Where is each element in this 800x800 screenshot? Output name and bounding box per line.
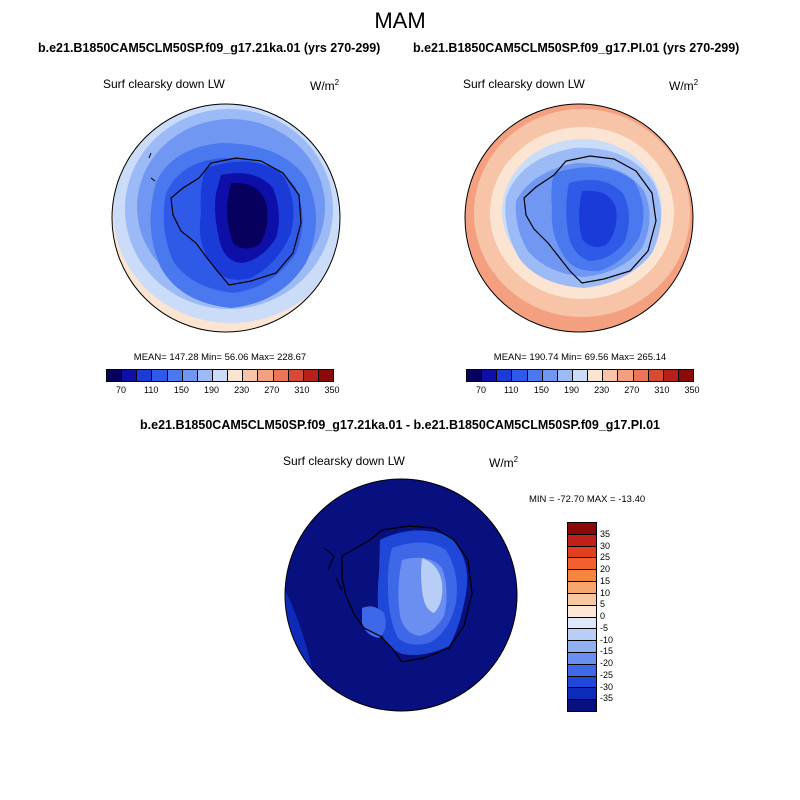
colorbar-tick-label: 230 bbox=[234, 385, 250, 395]
colorbar-swatch bbox=[258, 370, 274, 381]
diff-stats: MIN = -72.70 MAX = -13.40 bbox=[529, 494, 646, 505]
colorbar-swatch bbox=[618, 370, 634, 381]
right-panel-title: b.e21.B1850CAM5CLM50SP.f09_g17.PI.01 (yr… bbox=[413, 41, 740, 55]
colorbar-tick-label: 190 bbox=[563, 385, 579, 395]
colorbar-tick-label: 150 bbox=[173, 385, 189, 395]
colorbar-swatch bbox=[512, 370, 528, 381]
colorbar-tick-label: 230 bbox=[594, 385, 610, 395]
colorbar-swatch bbox=[568, 534, 596, 547]
colorbar-swatch bbox=[588, 370, 604, 381]
colorbar-tick-label: -25 bbox=[600, 669, 614, 680]
colorbar-swatch bbox=[678, 370, 694, 381]
colorbar-swatch bbox=[197, 370, 213, 381]
diff-colorbar-ticks: 35 30 25 20 15 10 5 0 -5 -10 -15 -20 -25 -30 -35 bbox=[600, 522, 630, 710]
colorbar-tick-label: -10 bbox=[600, 634, 614, 645]
colorbar-swatch bbox=[568, 664, 596, 677]
colorbar-swatch bbox=[663, 370, 679, 381]
colorbar-tick-label: 30 bbox=[600, 540, 611, 551]
colorbar-swatch bbox=[568, 605, 596, 618]
colorbar-swatch bbox=[167, 370, 183, 381]
colorbar-swatch bbox=[288, 370, 304, 381]
colorbar-swatch bbox=[228, 370, 244, 381]
colorbar-tick-label: 70 bbox=[116, 385, 127, 395]
left-polar-map bbox=[111, 103, 341, 333]
colorbar-swatch bbox=[557, 370, 573, 381]
left-panel-title: b.e21.B1850CAM5CLM50SP.f09_g17.21ka.01 (… bbox=[38, 41, 381, 55]
colorbar-swatch bbox=[542, 370, 558, 381]
colorbar-tick-label: 350 bbox=[324, 385, 340, 395]
diff-colorbar bbox=[567, 522, 597, 712]
colorbar-swatch bbox=[568, 688, 596, 701]
colorbar-swatch bbox=[137, 370, 153, 381]
right-variable-label: Surf clearsky down LW bbox=[463, 77, 585, 91]
diff-variable-label: Surf clearsky down LW bbox=[283, 454, 405, 468]
colorbar-swatch bbox=[568, 582, 596, 594]
colorbar-tick-label: -15 bbox=[600, 646, 614, 657]
colorbar-swatch bbox=[603, 370, 619, 381]
right-units-label: W/m2 bbox=[669, 78, 699, 93]
colorbar-tick-label: 110 bbox=[144, 385, 159, 395]
colorbar-swatch bbox=[572, 370, 589, 381]
colorbar-tick-label: 70 bbox=[476, 385, 487, 395]
colorbar-swatch bbox=[633, 370, 649, 381]
colorbar-tick-label: -30 bbox=[600, 681, 614, 692]
right-stats: MEAN= 190.74 Min= 69.56 Max= 265.14 bbox=[493, 352, 667, 363]
colorbar-tick-label: 150 bbox=[533, 385, 549, 395]
colorbar-tick-label: 5 bbox=[600, 599, 606, 610]
colorbar-tick-label: -20 bbox=[600, 658, 614, 668]
colorbar-tick-label: 15 bbox=[600, 575, 611, 586]
left-stats: MEAN= 147.28 Min= 56.06 Max= 228.67 bbox=[133, 352, 307, 363]
colorbar-tick-label: 190 bbox=[203, 385, 219, 395]
colorbar-swatch bbox=[568, 652, 596, 665]
colorbar-swatch bbox=[648, 370, 664, 381]
colorbar-swatch bbox=[212, 370, 229, 381]
colorbar-swatch bbox=[107, 370, 123, 381]
colorbar-swatch bbox=[467, 370, 483, 381]
colorbar-tick-label: 270 bbox=[264, 385, 280, 395]
colorbar-swatch bbox=[318, 370, 334, 381]
right-polar-map bbox=[464, 103, 694, 333]
diff-panel-title: b.e21.B1850CAM5CLM50SP.f09_g17.21ka.01 -… bbox=[140, 418, 660, 432]
colorbar-tick-label: 35 bbox=[600, 528, 611, 539]
colorbar-tick-label: 270 bbox=[624, 385, 640, 395]
colorbar-swatch bbox=[243, 370, 259, 381]
colorbar-swatch bbox=[152, 370, 168, 381]
colorbar-swatch bbox=[568, 641, 596, 653]
colorbar-swatch bbox=[122, 370, 138, 381]
colorbar-tick-label: 20 bbox=[600, 564, 611, 574]
colorbar-tick-label: 310 bbox=[294, 385, 310, 395]
right-colorbar-ticks: 70 110 150 190 230 270 310 350 bbox=[466, 385, 699, 397]
colorbar-tick-label: -35 bbox=[600, 693, 614, 704]
colorbar-swatch bbox=[497, 370, 513, 381]
colorbar-swatch bbox=[568, 593, 596, 606]
diff-units-label: W/m2 bbox=[489, 455, 519, 470]
left-units-label: W/m2 bbox=[310, 78, 340, 93]
colorbar-tick-label: 350 bbox=[684, 385, 700, 395]
colorbar-tick-label: -5 bbox=[600, 622, 609, 633]
colorbar-swatch bbox=[568, 700, 596, 711]
colorbar-swatch bbox=[273, 370, 289, 381]
colorbar-swatch bbox=[303, 370, 319, 381]
colorbar-swatch bbox=[568, 676, 596, 689]
right-colorbar bbox=[466, 369, 694, 382]
season-title: MAM bbox=[374, 8, 426, 33]
diff-polar-map bbox=[284, 478, 518, 712]
colorbar-tick-label: 110 bbox=[504, 385, 519, 395]
colorbar-swatch bbox=[568, 523, 596, 535]
colorbar-swatch bbox=[568, 558, 596, 571]
colorbar-tick-label: 10 bbox=[600, 587, 611, 598]
colorbar-swatch bbox=[482, 370, 498, 381]
colorbar-tick-label: 25 bbox=[600, 552, 611, 563]
colorbar-swatch bbox=[527, 370, 543, 381]
colorbar-swatch bbox=[568, 546, 596, 559]
colorbar-tick-label: 310 bbox=[654, 385, 670, 395]
colorbar-swatch bbox=[568, 617, 596, 630]
left-variable-label: Surf clearsky down LW bbox=[103, 77, 225, 91]
colorbar-swatch bbox=[182, 370, 198, 381]
left-colorbar-ticks: 70 110 150 190 230 270 310 350 bbox=[106, 385, 339, 397]
colorbar-tick-label: 0 bbox=[600, 611, 606, 621]
colorbar-swatch bbox=[568, 629, 596, 642]
left-colorbar bbox=[106, 369, 334, 382]
colorbar-swatch bbox=[568, 570, 596, 583]
